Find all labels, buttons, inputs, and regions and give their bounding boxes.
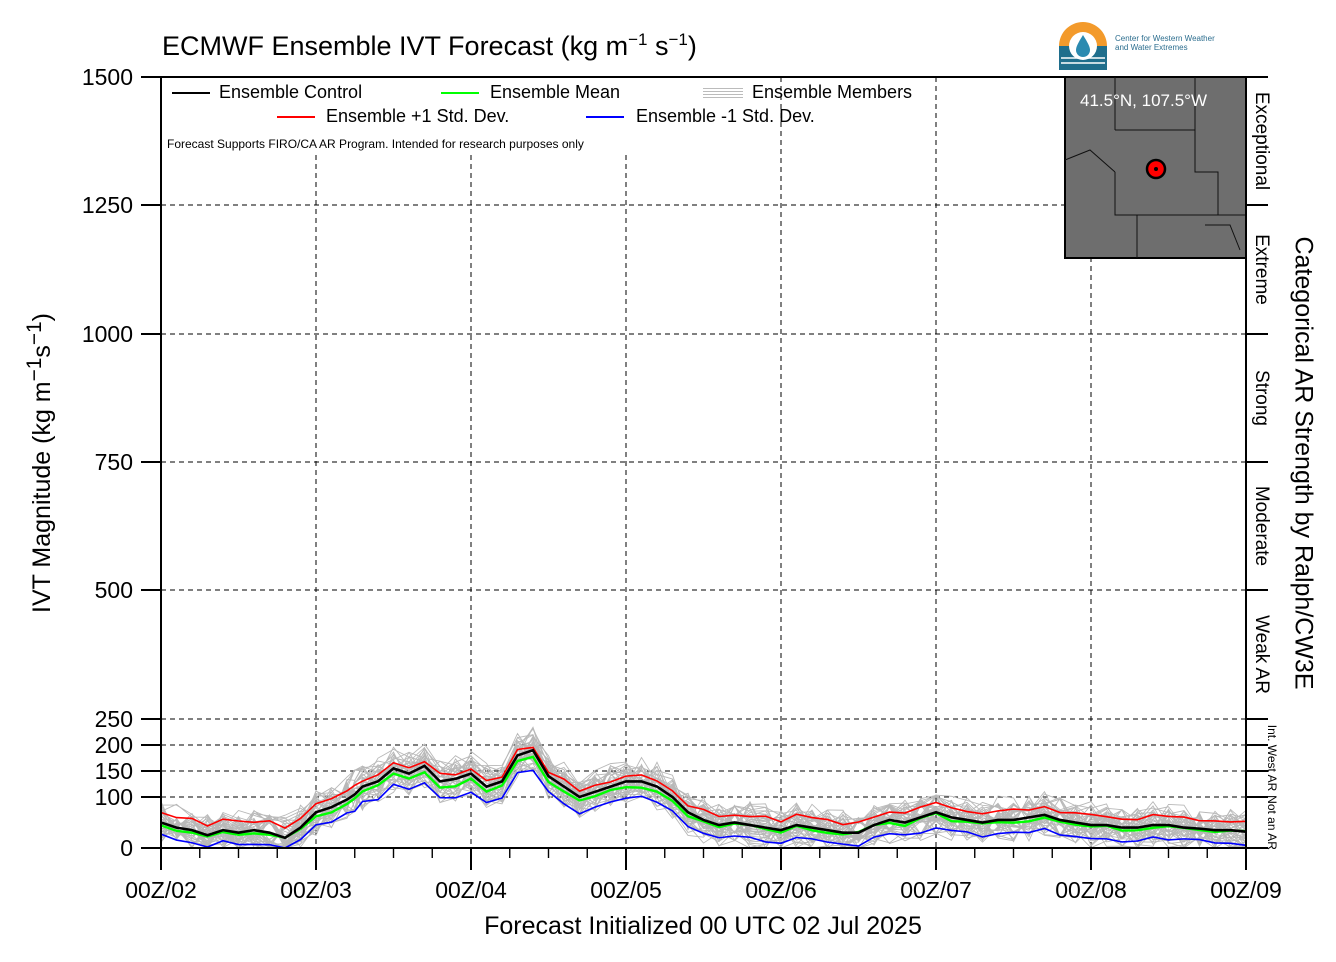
y-tick-label: 250: [95, 706, 133, 732]
y-tick-label: 750: [95, 449, 133, 475]
x-tick-label: 00Z/02: [125, 877, 197, 903]
category-label: Extreme: [1251, 234, 1272, 305]
research-notice: Forecast Supports FIRO/CA AR Program. In…: [167, 137, 584, 151]
ensemble-control-line: [160, 748, 1247, 840]
legend-minus-std: Ensemble -1 Std. Dev.: [586, 106, 846, 126]
y-tick-label: 1500: [82, 64, 133, 90]
ensemble-member-line: [160, 743, 1247, 847]
x-tick-label: 00Z/09: [1210, 877, 1282, 903]
legend-plus-std: Ensemble +1 Std. Dev.: [277, 106, 537, 126]
x-tick-label: 00Z/03: [280, 877, 352, 903]
logo-text: Center for Western Weather and Water Extr…: [1115, 34, 1215, 52]
map-border: [1114, 172, 1245, 216]
category-label: Not an AR: [1265, 795, 1279, 850]
category-label: Int. West AR: [1265, 725, 1279, 792]
map-border: [1064, 149, 1116, 173]
category-label: Exceptional: [1251, 92, 1272, 190]
y-tick-label: 1250: [82, 192, 133, 218]
x-tick-label: 00Z/06: [745, 877, 817, 903]
ensemble-member-line: [160, 734, 1247, 843]
map-border: [1115, 129, 1219, 215]
ensemble-mean-line: [160, 755, 1247, 839]
y-tick-label: 200: [95, 732, 133, 758]
plus-std-line: [160, 746, 1247, 829]
category-label: Moderate: [1251, 486, 1272, 566]
y-tick-label: 1000: [82, 321, 133, 347]
map-border: [1205, 224, 1241, 251]
x-tick-label: 00Z/05: [590, 877, 662, 903]
y-tick-label: 150: [95, 758, 133, 784]
y-tick-label: 500: [95, 577, 133, 603]
chart-title: ECMWF Ensemble IVT Forecast (kg m−1 s−1): [162, 30, 697, 61]
x-tick-label: 00Z/07: [900, 877, 972, 903]
category-label: Weak AR: [1251, 615, 1272, 694]
legend-mean: Ensemble Mean: [441, 82, 641, 102]
legend-members: Ensemble Members: [703, 82, 933, 102]
y-tick-label: 0: [120, 835, 133, 861]
minus-std-line: [160, 769, 1247, 849]
map-location-label: 41.5°N, 107.5°W: [1080, 91, 1207, 110]
cw3e-logo-icon: [1059, 22, 1107, 70]
x-axis-label: Forecast Initialized 00 UTC 02 Jul 2025: [484, 912, 922, 940]
category-label: Strong: [1251, 370, 1272, 426]
x-tick-label: 00Z/04: [435, 877, 507, 903]
location-marker-center: [1154, 167, 1158, 171]
legend-control: Ensemble Control: [172, 82, 392, 102]
x-tick-label: 00Z/08: [1055, 877, 1127, 903]
y-tick-label: 100: [95, 784, 133, 810]
